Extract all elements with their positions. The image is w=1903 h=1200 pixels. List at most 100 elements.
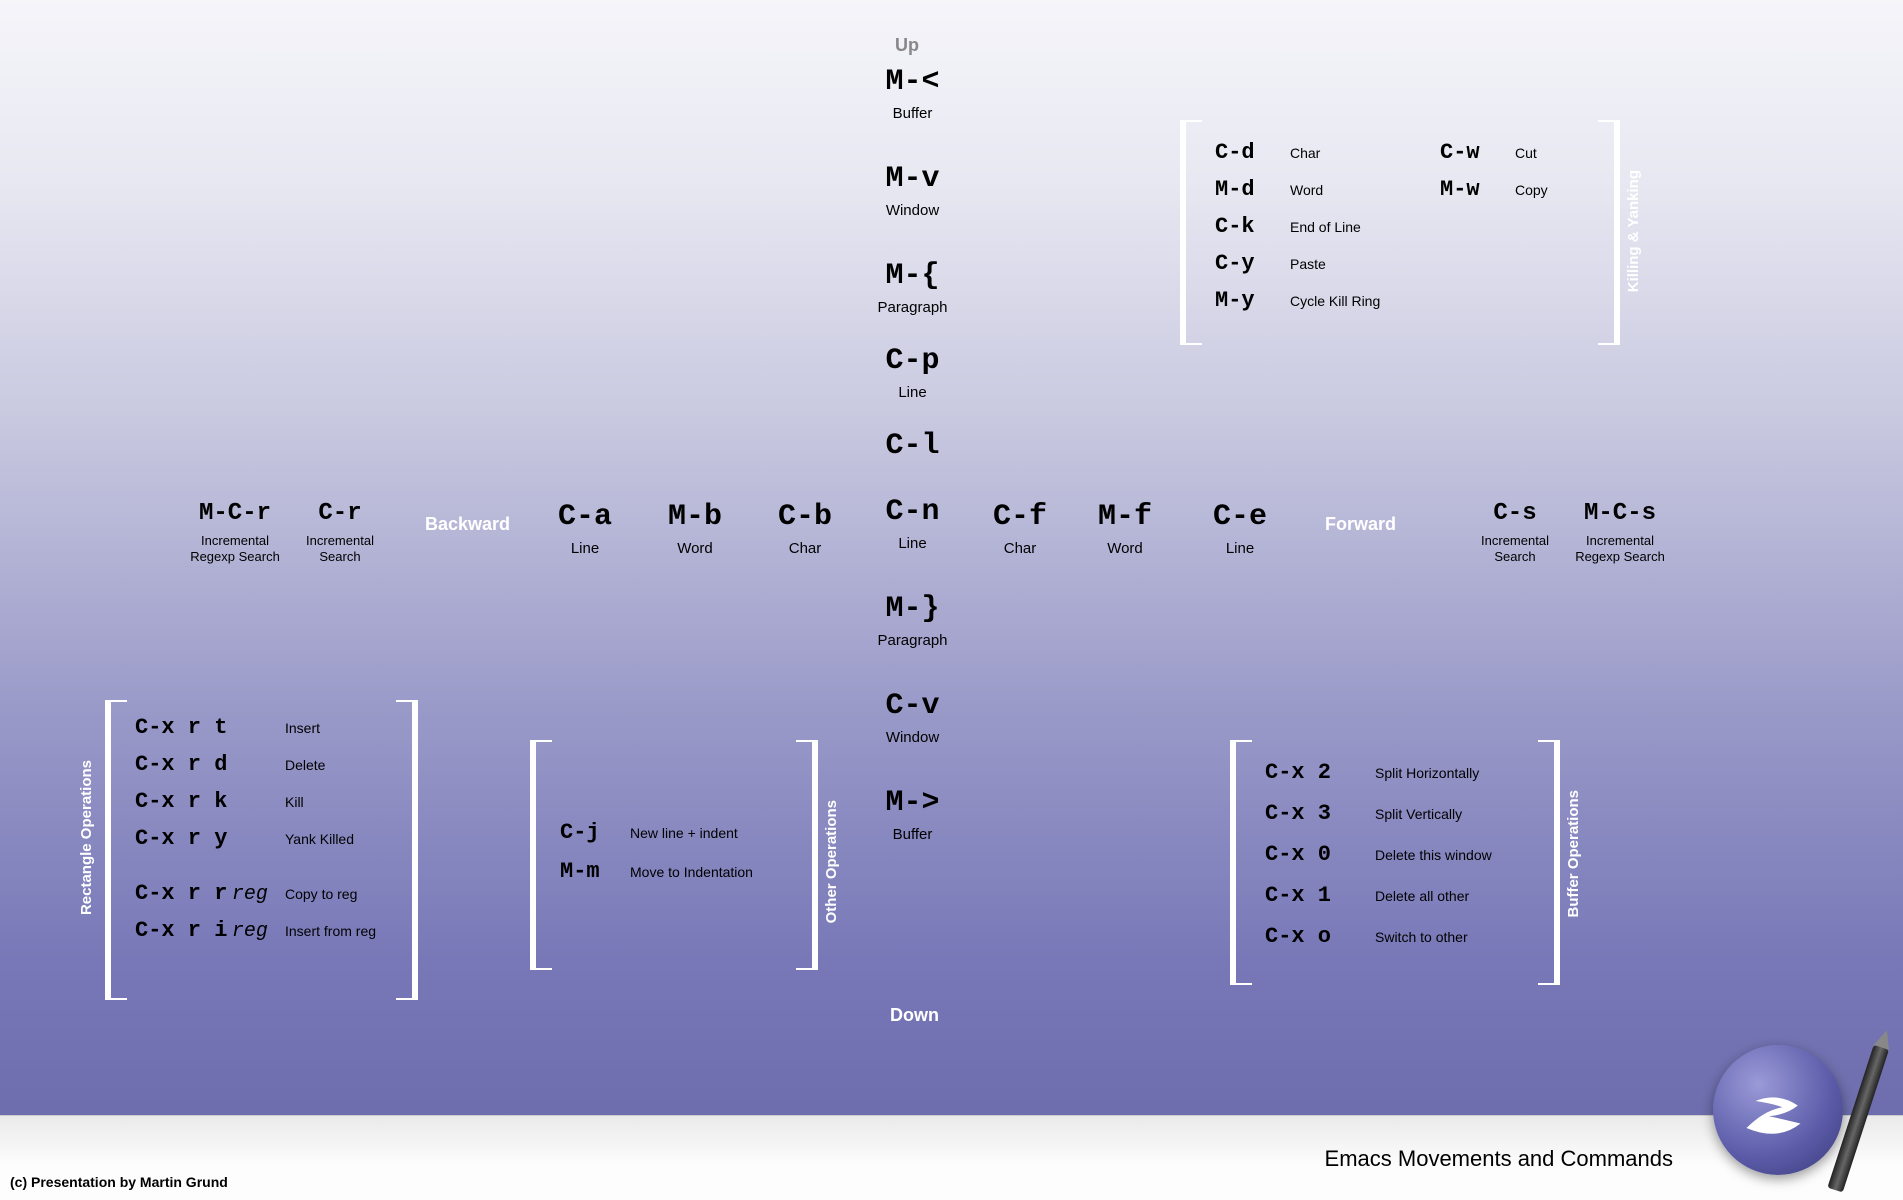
buf-k0: C-x 2 [1265, 760, 1375, 785]
key-m-lbrace: M-{ [885, 259, 939, 293]
kill1-k0: C-w [1440, 140, 1515, 165]
rect-bracket-r [396, 700, 418, 1000]
rect-k0: C-x r t [135, 715, 285, 740]
footer-title: Emacs Movements and Commands [1325, 1146, 1673, 1172]
direction-down: Down [890, 1005, 939, 1026]
kill0-k3: C-y [1215, 251, 1290, 276]
vertical-axis: M-< Buffer M-v Window M-{ Paragraph C-p … [850, 65, 975, 861]
kill0-k1: M-d [1215, 177, 1290, 202]
desc-line-up: Line [898, 384, 926, 401]
kill-bracket-r [1598, 120, 1620, 345]
key-mcr: M-C-r [199, 500, 271, 527]
footer-credit: (c) Presentation by Martin Grund [10, 1174, 228, 1190]
buf-d3: Delete all other [1375, 888, 1469, 904]
h-right-0: C-f Char [980, 500, 1060, 575]
other-d0: New line + indent [630, 825, 738, 841]
buf-k1: C-x 3 [1265, 801, 1375, 826]
buf-d1: Split Vertically [1375, 806, 1462, 822]
kill1-d0: Cut [1515, 145, 1537, 161]
desc-word-l: Word [677, 540, 713, 557]
desc-mcr: Incremental Regexp Search [185, 533, 285, 564]
direction-up: Up [895, 35, 919, 56]
buf-d4: Switch to other [1375, 929, 1468, 945]
desc-para-dn: Paragraph [877, 632, 947, 649]
buf-rows: C-x 2Split Horizontally C-x 3Split Verti… [1265, 760, 1535, 949]
search-fwd-regexp: M-C-s Incremental Regexp Search [1570, 500, 1670, 564]
other-k0: C-j [560, 820, 630, 845]
footer: Emacs Movements and Commands (c) Present… [0, 1115, 1903, 1200]
key-c-n: C-n [885, 495, 939, 529]
key-c-e: C-e [1213, 500, 1267, 534]
desc-mcs: Incremental Regexp Search [1570, 533, 1670, 564]
desc-window-dn: Window [886, 729, 939, 746]
rect-k4: C-x r r [135, 881, 227, 906]
rect-d0: Insert [285, 720, 320, 736]
desc-line-dn: Line [898, 535, 926, 552]
h-right-1: M-f Word [1085, 500, 1165, 575]
rect-d2: Kill [285, 794, 304, 810]
desc-line-r: Line [1226, 540, 1254, 557]
rect-d4: Copy to reg [285, 886, 357, 902]
kill0-d4: Cycle Kill Ring [1290, 293, 1380, 309]
key-c-p: C-p [885, 344, 939, 378]
rect-title: Rectangle Operations [78, 760, 95, 915]
desc-line-l: Line [571, 540, 599, 557]
key-c-l: C-l [885, 429, 939, 463]
key-m-gt: M-> [885, 786, 939, 820]
desc-char-r: Char [1004, 540, 1037, 557]
other-rows: C-jNew line + indent M-mMove to Indentat… [560, 820, 790, 884]
desc-word-r: Word [1107, 540, 1143, 557]
kill0-k0: C-d [1215, 140, 1290, 165]
search-back-regexp: M-C-r Incremental Regexp Search [185, 500, 285, 564]
key-cs: C-s [1493, 500, 1536, 527]
buf-d0: Split Horizontally [1375, 765, 1479, 781]
kill-col1: C-wCut M-wCopy [1440, 140, 1590, 202]
key-m-f: M-f [1098, 500, 1152, 534]
kill0-d3: Paste [1290, 256, 1326, 272]
kill0-d1: Word [1290, 182, 1323, 198]
kill0-k2: C-k [1215, 214, 1290, 239]
h-left-0: C-a Line [545, 500, 625, 575]
other-k1: M-m [560, 859, 630, 884]
h-left-1: M-b Word [655, 500, 735, 575]
desc-buffer-dn: Buffer [893, 826, 933, 843]
kill1-d1: Copy [1515, 182, 1548, 198]
rect-k3: C-x r y [135, 826, 285, 851]
rect-d5: Insert from reg [285, 923, 376, 939]
rect-bracket-l [105, 700, 127, 1000]
kill-bracket-l [1180, 120, 1202, 345]
rect-k1: C-x r d [135, 752, 285, 777]
kill-title: Killing & Yanking [1625, 170, 1642, 292]
rect-rows: C-x r tInsert C-x r dDelete C-x r kKill … [135, 715, 390, 943]
key-c-b: C-b [778, 500, 832, 534]
rect-k2: C-x r k [135, 789, 285, 814]
other-bracket-r [796, 740, 818, 970]
kill0-d0: Char [1290, 145, 1320, 161]
other-bracket-l [530, 740, 552, 970]
other-d1: Move to Indentation [630, 864, 753, 880]
h-left-2: C-b Char [765, 500, 845, 575]
rect-a5: reg [232, 920, 268, 943]
key-c-f: C-f [993, 500, 1047, 534]
search-back: C-r Incremental Search [295, 500, 385, 564]
key-cr: C-r [318, 500, 361, 527]
key-c-a: C-a [558, 500, 612, 534]
buf-d2: Delete this window [1375, 847, 1492, 863]
buf-k4: C-x o [1265, 924, 1375, 949]
key-m-lt: M-< [885, 65, 939, 99]
rect-a4: reg [232, 883, 268, 906]
buf-bracket-l [1230, 740, 1252, 985]
rect-d1: Delete [285, 757, 325, 773]
kill-col0: C-dChar M-dWord C-kEnd of Line C-yPaste … [1215, 140, 1415, 313]
key-m-v: M-v [885, 162, 939, 196]
rect-d3: Yank Killed [285, 831, 354, 847]
kill0-d2: End of Line [1290, 219, 1361, 235]
key-c-v: C-v [885, 689, 939, 723]
other-title: Other Operations [823, 800, 840, 923]
desc-para-up: Paragraph [877, 299, 947, 316]
desc-char-l: Char [789, 540, 822, 557]
desc-buffer-up: Buffer [893, 105, 933, 122]
kill1-k1: M-w [1440, 177, 1515, 202]
key-m-b: M-b [668, 500, 722, 534]
direction-backward: Backward [425, 514, 510, 535]
